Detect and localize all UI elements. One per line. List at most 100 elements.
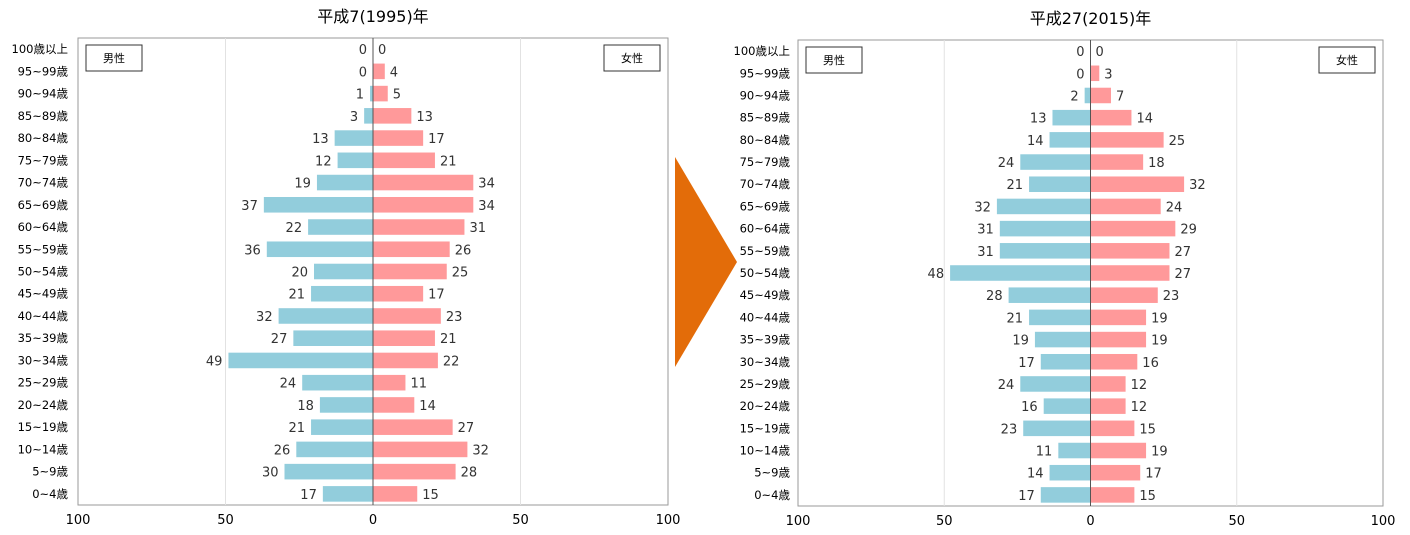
data-label-female: 21: [440, 332, 457, 347]
data-label-female: 31: [469, 221, 486, 236]
data-label-female: 22: [443, 354, 460, 369]
bar-male: [364, 108, 373, 124]
data-label-female: 5: [393, 88, 401, 103]
x-tick-label: 50: [217, 513, 234, 528]
data-label-female: 21: [440, 154, 457, 169]
bar-female: [373, 241, 450, 258]
age-group-label: 50~54歳: [740, 266, 791, 280]
legend-male-label: 男性: [103, 51, 125, 65]
data-label-male: 26: [274, 443, 291, 458]
data-label-female: 14: [419, 399, 436, 414]
data-label-male: 23: [1001, 422, 1018, 437]
data-label-male: 19: [294, 177, 311, 192]
x-tick-label: 50: [1228, 514, 1245, 529]
age-group-label: 80~84歳: [18, 131, 69, 145]
age-group-label: 10~14歳: [18, 442, 69, 456]
data-label-male: 17: [1018, 489, 1035, 504]
data-label-female: 17: [428, 288, 445, 303]
data-label-male: 32: [974, 200, 991, 215]
bar-male: [1043, 398, 1091, 414]
data-label-female: 32: [1189, 178, 1206, 193]
data-label-female: 34: [478, 177, 495, 192]
x-tick-label: 100: [1371, 514, 1396, 529]
age-group-label: 85~89歳: [18, 109, 69, 123]
age-group-label: 100歳以上: [12, 42, 68, 56]
data-label-male: 3: [350, 110, 358, 125]
data-label-female: 7: [1116, 89, 1124, 104]
bar-male: [950, 265, 1091, 281]
data-label-male: 24: [998, 378, 1015, 393]
bar-female: [373, 263, 447, 280]
data-label-male: 0: [359, 65, 367, 80]
bar-male: [314, 263, 373, 280]
data-label-female: 11: [410, 377, 427, 392]
chart-title: 平成7(1995)年: [317, 7, 428, 26]
bar-female: [373, 108, 412, 124]
data-label-female: 18: [1148, 156, 1165, 171]
data-label-male: 1: [356, 88, 364, 103]
data-label-female: 17: [428, 132, 445, 147]
bar-male: [278, 308, 373, 324]
legend-female-box: [603, 44, 661, 72]
data-label-female: 19: [1151, 334, 1168, 349]
age-group-label: 95~99歳: [18, 64, 69, 78]
age-group-label: 55~59歳: [740, 244, 791, 258]
bar-male: [1034, 331, 1091, 348]
data-label-male: 13: [312, 132, 329, 147]
bar-female: [373, 174, 474, 191]
bar-female: [1090, 309, 1147, 326]
bar-male: [1040, 487, 1091, 503]
data-label-female: 17: [1145, 467, 1162, 482]
x-tick-label: 100: [786, 514, 811, 529]
data-label-male: 48: [928, 267, 945, 282]
data-label-female: 0: [1096, 45, 1104, 60]
age-group-label: 95~99歳: [740, 66, 791, 80]
data-label-female: 34: [478, 199, 495, 214]
age-group-label: 70~74歳: [740, 177, 791, 191]
bar-male: [311, 419, 373, 435]
data-label-male: 30: [262, 466, 279, 481]
data-label-female: 15: [1139, 489, 1156, 504]
age-group-label: 40~44歳: [740, 310, 791, 324]
age-group-label: 75~79歳: [740, 155, 791, 169]
data-label-female: 3: [1104, 67, 1112, 82]
data-label-male: 21: [289, 288, 306, 303]
data-label-male: 17: [300, 488, 317, 503]
bar-male: [337, 152, 373, 169]
age-group-label: 15~19歳: [18, 420, 69, 434]
data-label-male: 12: [315, 154, 332, 169]
bar-female: [373, 352, 438, 369]
age-group-label: 15~19歳: [740, 421, 791, 435]
bar-female: [1090, 376, 1126, 392]
data-label-male: 19: [1012, 334, 1029, 349]
age-group-label: 25~29歳: [18, 376, 69, 390]
data-label-female: 24: [1166, 200, 1183, 215]
bar-female: [1090, 487, 1135, 503]
bar-male: [266, 241, 373, 258]
data-label-male: 18: [297, 399, 314, 414]
bar-female: [373, 152, 435, 169]
bar-male: [322, 486, 373, 502]
bar-male: [1058, 442, 1091, 459]
age-group-label: 35~39歳: [18, 331, 69, 345]
age-group-label: 50~54歳: [18, 265, 69, 279]
age-group-label: 65~69歳: [740, 199, 791, 213]
bar-male: [263, 197, 373, 213]
data-label-male: 32: [256, 310, 273, 325]
legend-female-label: 女性: [1336, 53, 1358, 67]
data-label-male: 16: [1021, 400, 1038, 415]
bar-male: [370, 85, 373, 102]
data-label-female: 26: [455, 243, 472, 258]
bar-male: [334, 130, 373, 146]
bar-male: [1029, 309, 1091, 326]
data-label-male: 27: [271, 332, 288, 347]
bar-male: [296, 441, 373, 458]
data-label-female: 27: [1174, 245, 1191, 260]
bar-female: [373, 85, 388, 102]
bar-female: [1090, 442, 1147, 459]
age-group-label: 90~94歳: [18, 87, 69, 101]
data-label-female: 13: [416, 110, 433, 125]
